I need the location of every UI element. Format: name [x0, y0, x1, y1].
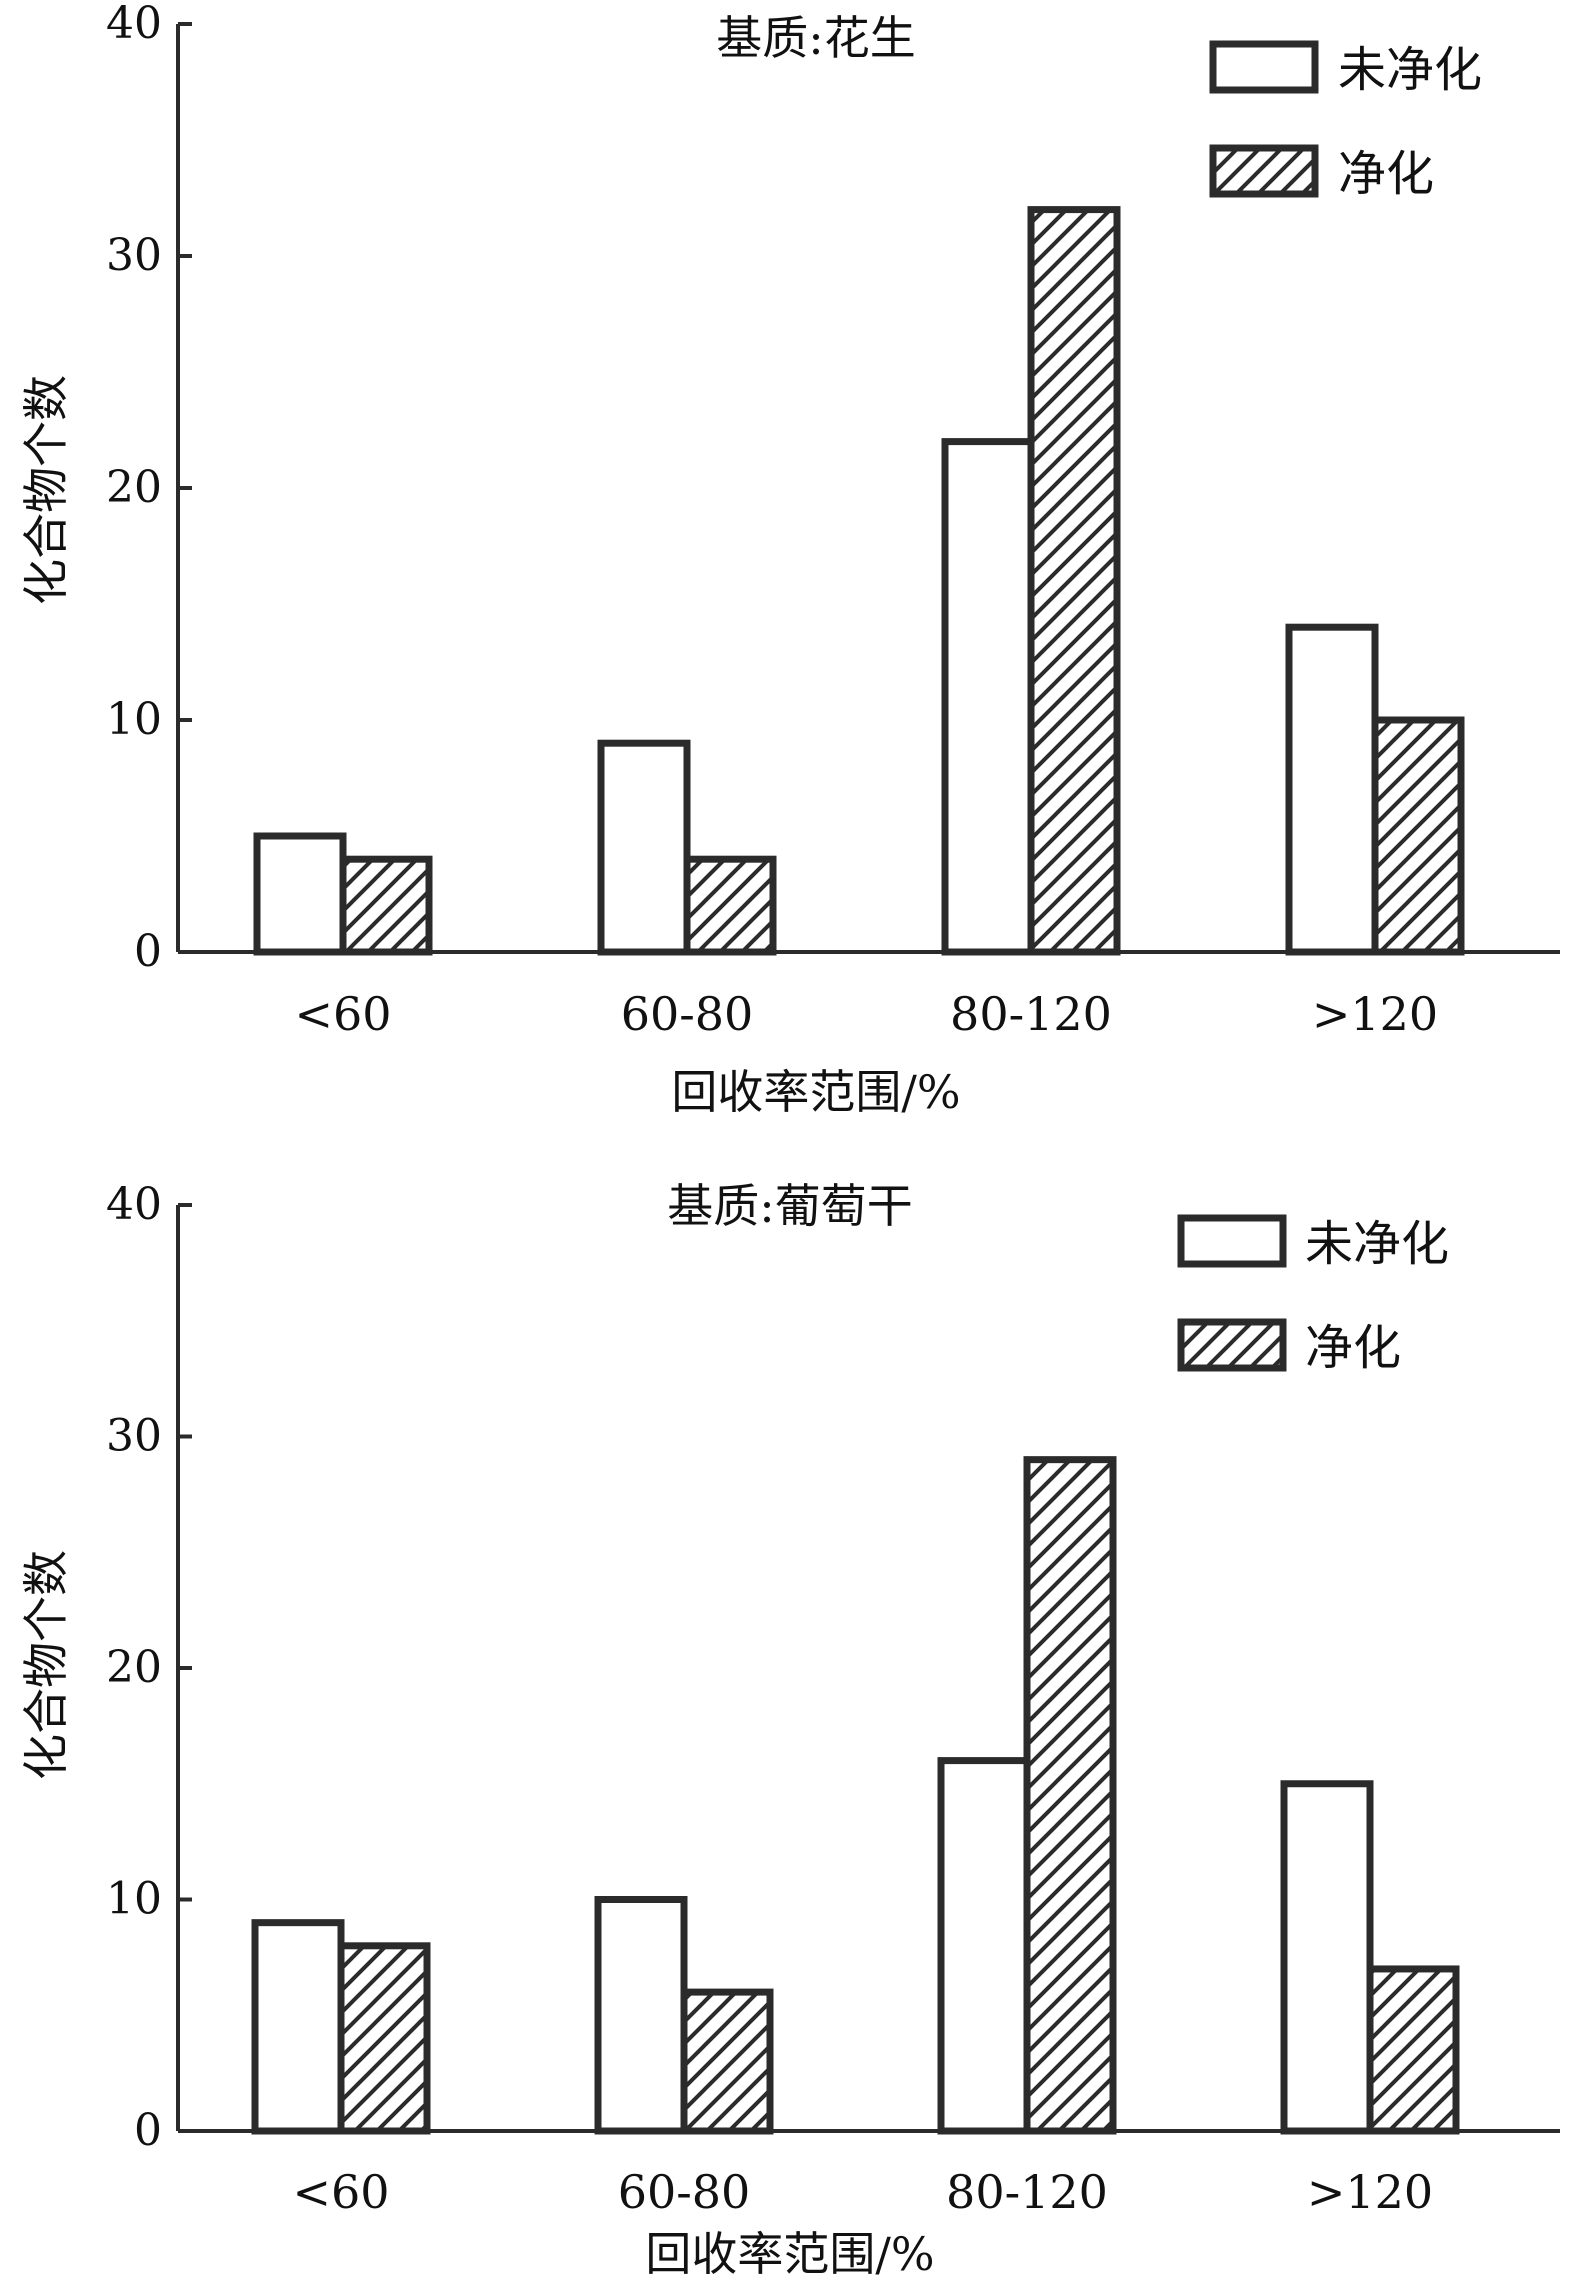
- x-tick-label: 80-120: [946, 2165, 1108, 2219]
- legend-label-unpurified: 未净化: [1305, 1216, 1449, 1272]
- y-tick-label: 40: [106, 0, 162, 49]
- chart-title: 基质:花生: [716, 11, 916, 65]
- y-tick-label: 40: [106, 1179, 162, 1230]
- legend: 未净化 净化: [1209, 40, 1482, 202]
- bar-purified-1: [683, 855, 777, 956]
- x-tick-label: <60: [294, 987, 391, 1041]
- chart-title: 基质:葡萄干: [667, 1179, 913, 1233]
- x-tick-label: <60: [292, 2165, 389, 2219]
- y-tick-label: 30: [106, 230, 162, 281]
- x-axis-label: 回收率范围/%: [671, 1065, 960, 1119]
- bar-purified-1: [680, 1988, 774, 2135]
- bar-unpurified-1: [594, 1896, 688, 2135]
- x-tick-label: 60-80: [618, 2165, 751, 2219]
- y-tick-label: 10: [106, 694, 162, 745]
- x-tick-label: >120: [1312, 987, 1438, 1041]
- bar-unpurified-0: [253, 832, 347, 956]
- y-tick-label: 30: [106, 1411, 162, 1462]
- y-tick-label: 20: [106, 462, 162, 513]
- y-tick-label: 0: [134, 926, 162, 977]
- legend-label-unpurified: 未净化: [1338, 42, 1482, 98]
- plot-area-raisin: 0 10 20 30 40 <60 60-80 80-120 >120: [106, 1179, 1560, 2219]
- bar-purified-0: [339, 855, 433, 956]
- x-axis-label: 回收率范围/%: [645, 2227, 934, 2281]
- legend-label-purified: 净化: [1305, 1320, 1401, 1376]
- bar-unpurified-2: [937, 1757, 1031, 2135]
- legend-swatch-unpurified: [1209, 40, 1319, 94]
- y-axis-label: 化合物个数: [19, 1550, 73, 1780]
- bar-purified-3: [1366, 1965, 1460, 2135]
- x-tick-label: 80-120: [950, 987, 1112, 1041]
- bar-purified-3: [1371, 716, 1465, 956]
- chart-peanut: 0 10 20 30 40 <60 60-80 80-120 >120 基质:花生 回收率范围/…: [19, 0, 1560, 1119]
- bar-purified-2: [1023, 1456, 1117, 2135]
- bar-purified-2: [1027, 206, 1121, 956]
- legend-label-purified: 净化: [1338, 146, 1434, 202]
- chart-raisin: 0 10 20 30 40 <60 60-80 80-120 >120 基质:葡萄干 回收率范围…: [19, 1179, 1560, 2281]
- bar-unpurified-3: [1285, 623, 1379, 956]
- bar-unpurified-3: [1280, 1780, 1374, 2135]
- plot-area-peanut: 0 10 20 30 40 <60 60-80 80-120 >120: [106, 0, 1560, 1041]
- x-tick-label: >120: [1307, 2165, 1433, 2219]
- y-tick-label: 20: [106, 1642, 162, 1693]
- y-tick-label: 0: [134, 2105, 162, 2156]
- legend-swatch-purified: [1177, 1318, 1287, 1372]
- bar-unpurified-0: [251, 1919, 345, 2135]
- legend-swatch-purified: [1209, 144, 1319, 198]
- legend-swatch-unpurified: [1177, 1214, 1287, 1268]
- y-axis-label: 化合物个数: [19, 375, 73, 605]
- bar-unpurified-1: [597, 739, 691, 956]
- legend: 未净化 净化: [1177, 1214, 1449, 1376]
- bar-unpurified-2: [941, 438, 1035, 956]
- x-tick-label: 60-80: [621, 987, 754, 1041]
- y-tick-label: 10: [106, 1874, 162, 1925]
- bar-purified-0: [337, 1942, 431, 2135]
